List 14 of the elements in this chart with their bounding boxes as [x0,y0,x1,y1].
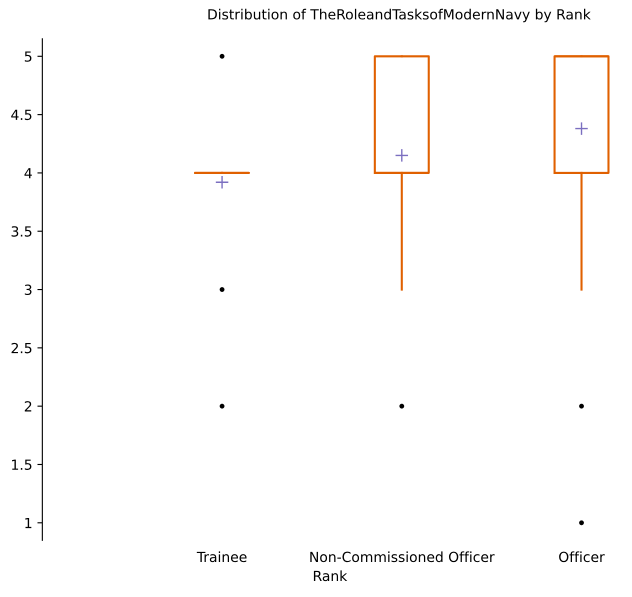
y-tick-label: 2 [24,401,32,412]
y-tick-label: 1.5 [12,460,32,470]
x-tick-label: Non-Commissioned Officer [310,551,495,562]
x-tick-label: Officer [559,551,605,562]
y-tick-label: 2.5 [12,342,32,354]
x-axis-title: Rank [314,570,348,582]
chart-title: Distribution of TheRoleandTasksofModernNavy by Rank [208,8,591,22]
y-tick-label: 4 [24,168,32,178]
y-tick-label: 1 [25,518,32,528]
y-tick-label: 3 [24,284,32,296]
y-tick-label: 3.5 [12,226,32,237]
x-tick-label: Trainee [196,551,247,562]
y-tick-label: 5 [24,51,32,62]
y-tick-label: 4.5 [11,110,32,120]
